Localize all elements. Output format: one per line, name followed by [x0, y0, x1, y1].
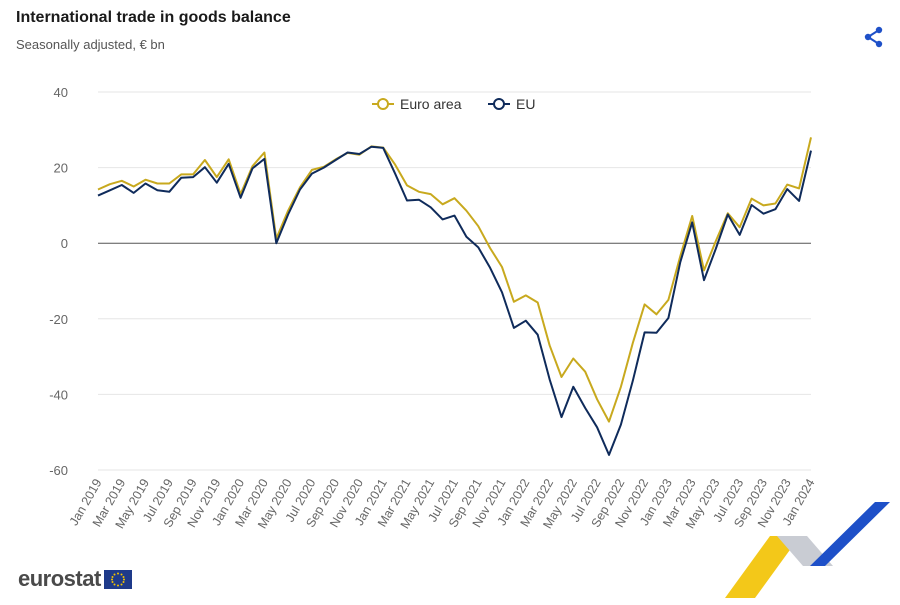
- chart-title: International trade in goods balance: [16, 9, 291, 26]
- eu-flag-icon: [103, 569, 132, 589]
- logo-text: eurostat: [18, 566, 101, 591]
- legend-label-eu: EU: [516, 96, 535, 112]
- series-line-euro-area: [97, 137, 812, 423]
- y-tick-label: 20: [54, 161, 68, 176]
- chart-subtitle: Seasonally adjusted, € bn: [16, 37, 165, 52]
- eurostat-logo: eurostat: [18, 566, 132, 592]
- share-icon[interactable]: [862, 25, 886, 49]
- legend-label-euro-area: Euro area: [400, 96, 462, 112]
- decorative-stripes: [725, 502, 890, 598]
- legend-marker-euro-area: [377, 98, 389, 110]
- y-tick-label: -40: [49, 387, 68, 402]
- y-tick-label: -20: [49, 312, 68, 327]
- y-tick-label: 0: [61, 236, 68, 251]
- series-line-eu: [97, 145, 812, 456]
- legend-marker-eu: [493, 98, 505, 110]
- y-tick-label: -60: [49, 463, 68, 478]
- y-tick-label: 40: [54, 85, 68, 100]
